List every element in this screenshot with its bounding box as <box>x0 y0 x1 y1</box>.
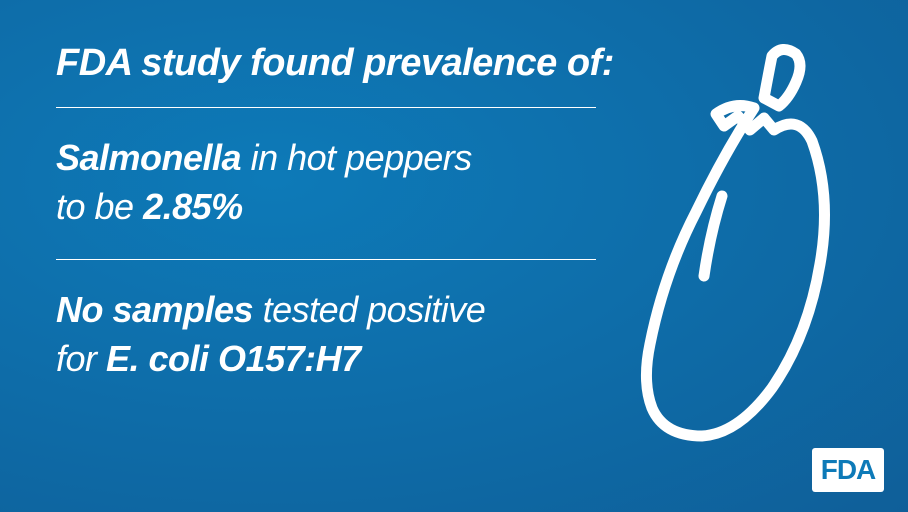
text-content: FDA study found prevalence of: Salmonell… <box>56 42 636 411</box>
finding-1-plain2: to be <box>56 186 143 227</box>
finding-2-plain1: tested positive <box>253 289 485 330</box>
finding-1-bold1: Salmonella <box>56 137 241 178</box>
title: FDA study found prevalence of: <box>56 42 636 85</box>
divider-2 <box>56 259 596 260</box>
finding-2-plain2: for <box>56 338 106 379</box>
pepper-svg-group <box>646 49 824 436</box>
finding-2: No samples tested positive for E. coli O… <box>56 286 636 383</box>
finding-1-bold2: 2.85% <box>143 186 243 227</box>
finding-1-plain1: in hot peppers <box>241 137 472 178</box>
fda-logo-text: FDA <box>821 454 876 486</box>
divider-1 <box>56 107 596 108</box>
infographic-container: FDA study found prevalence of: Salmonell… <box>0 0 908 512</box>
finding-2-bold2: E. coli O157:H7 <box>106 338 361 379</box>
pepper-icon <box>624 36 864 456</box>
finding-1: Salmonella in hot peppers to be 2.85% <box>56 134 636 231</box>
finding-2-bold1: No samples <box>56 289 253 330</box>
fda-logo: FDA <box>812 448 884 492</box>
